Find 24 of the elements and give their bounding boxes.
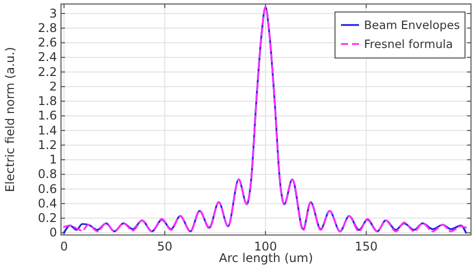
x-tick-label: 50	[157, 240, 172, 254]
legend-label: Beam Envelopes	[364, 18, 460, 32]
y-tick-label: 1.6	[38, 108, 57, 123]
y-tick-label: 3	[49, 6, 57, 20]
y-tick-label: 1	[49, 152, 57, 167]
y-tick-label: 0.4	[38, 196, 57, 210]
y-tick-label: 0	[49, 226, 57, 240]
x-tick-label: 100	[254, 240, 277, 254]
y-tick-label: 0.2	[38, 211, 57, 226]
y-tick-label: 0.8	[38, 167, 57, 182]
y-tick-label: 2.6	[38, 36, 57, 50]
y-axis-title: Electric field norm (a.u.)	[3, 46, 17, 192]
y-tick-label: 2.8	[38, 20, 57, 35]
legend-label: Fresnel formula	[364, 37, 453, 51]
y-tick-label: 1.4	[38, 123, 57, 138]
y-tick-label: 2.4	[38, 50, 57, 64]
y-tick-label: 1.8	[38, 94, 57, 108]
y-tick-label: 2	[49, 79, 57, 94]
x-tick-label: 150	[354, 240, 378, 254]
y-tick-label: 2.2	[38, 64, 57, 79]
y-tick-label: 0.6	[38, 182, 57, 196]
x-tick-label: 0	[60, 240, 68, 254]
x-axis-title: Arc length (um)	[218, 251, 314, 265]
y-tick-label: 1.2	[38, 138, 57, 152]
